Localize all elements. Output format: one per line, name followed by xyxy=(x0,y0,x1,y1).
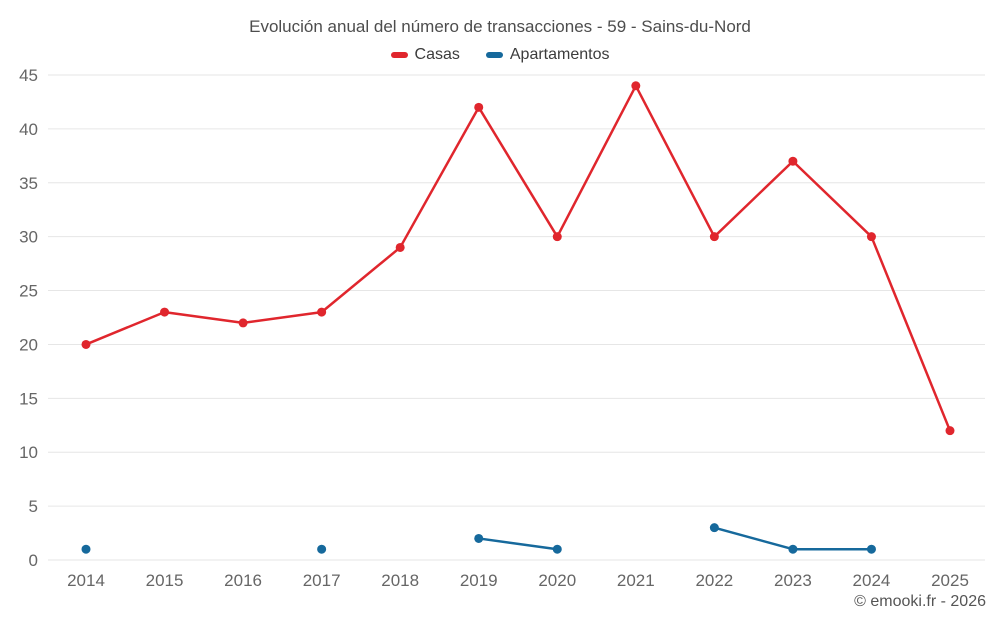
svg-text:2015: 2015 xyxy=(146,571,184,590)
svg-text:5: 5 xyxy=(29,497,38,516)
legend-swatch-casas xyxy=(390,52,408,58)
svg-text:2021: 2021 xyxy=(617,571,655,590)
svg-text:25: 25 xyxy=(19,282,38,301)
chart-title: Evolución anual del número de transaccio… xyxy=(249,17,751,36)
svg-text:30: 30 xyxy=(19,228,38,247)
legend-item-casas[interactable]: Casas xyxy=(390,46,460,64)
svg-text:20: 20 xyxy=(19,335,38,354)
svg-text:2017: 2017 xyxy=(303,571,341,590)
legend-label-casas: Casas xyxy=(414,46,460,63)
legend-item-apartamentos[interactable]: Apartamentos xyxy=(485,46,610,64)
svg-text:40: 40 xyxy=(19,120,38,139)
svg-text:2014: 2014 xyxy=(67,571,105,590)
svg-text:35: 35 xyxy=(19,174,38,193)
svg-text:2022: 2022 xyxy=(695,571,733,590)
svg-text:10: 10 xyxy=(19,443,38,462)
svg-text:2016: 2016 xyxy=(224,571,262,590)
svg-text:2020: 2020 xyxy=(538,571,576,590)
svg-text:0: 0 xyxy=(29,551,38,570)
chart-footer: © emooki.fr - 2026 xyxy=(854,593,986,610)
legend-swatch-apartamentos xyxy=(485,52,503,58)
svg-text:15: 15 xyxy=(19,389,38,408)
svg-text:45: 45 xyxy=(19,66,38,85)
svg-text:2019: 2019 xyxy=(460,571,498,590)
legend: Casas Apartamentos xyxy=(0,46,1000,64)
svg-text:2018: 2018 xyxy=(381,571,419,590)
svg-text:2024: 2024 xyxy=(853,571,891,590)
svg-text:2023: 2023 xyxy=(774,571,812,590)
svg-text:2025: 2025 xyxy=(931,571,969,590)
legend-label-apartamentos: Apartamentos xyxy=(509,46,610,63)
